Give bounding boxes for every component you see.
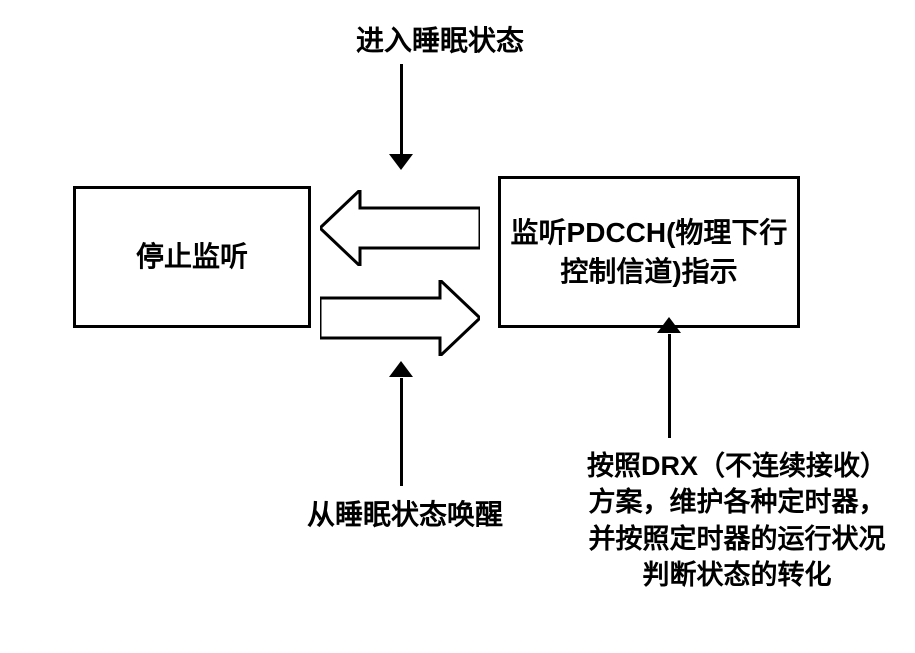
right-box-text: 监听PDCCH(物理下行控制信道)指示: [507, 213, 791, 291]
stop-listening-box: 停止监听: [73, 186, 311, 328]
block-arrow-to-right: [320, 280, 480, 356]
block-arrow-to-left: [320, 190, 480, 266]
right-bottom-arrow-head: [657, 317, 681, 333]
top-label: 进入睡眠状态: [310, 22, 570, 60]
monitor-pdcch-box: 监听PDCCH(物理下行控制信道)指示: [498, 176, 800, 328]
center-bottom-arrow-head: [389, 361, 413, 377]
left-box-text: 停止监听: [136, 237, 248, 276]
bottom-center-label: 从睡眠状态唤醒: [275, 496, 535, 534]
center-bottom-arrow-line: [400, 378, 403, 486]
diagram-container: 进入睡眠状态 停止监听 监听PDCCH(物理下行控制信道)指示 从睡眠状态唤醒 …: [0, 0, 915, 653]
top-arrow-head: [389, 154, 413, 170]
top-arrow-line: [400, 64, 403, 154]
right-bottom-arrow-line: [668, 334, 671, 438]
bottom-right-label: 按照DRX（不连续接收）方案，维护各种定时器，并按照定时器的运行状况判断状态的转…: [582, 448, 892, 594]
